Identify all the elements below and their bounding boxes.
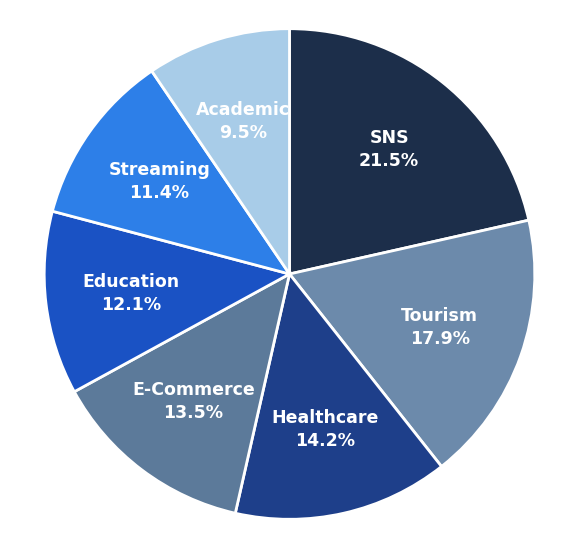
- Wedge shape: [235, 274, 442, 520]
- Text: Tourism
17.9%: Tourism 17.9%: [401, 307, 478, 347]
- Text: Academic
9.5%: Academic 9.5%: [196, 101, 290, 142]
- Text: Streaming
11.4%: Streaming 11.4%: [108, 161, 210, 202]
- Wedge shape: [290, 28, 529, 274]
- Wedge shape: [44, 211, 290, 392]
- Wedge shape: [290, 220, 535, 466]
- Wedge shape: [152, 28, 290, 274]
- Text: Healthcare
14.2%: Healthcare 14.2%: [271, 409, 379, 450]
- Text: E-Commerce
13.5%: E-Commerce 13.5%: [132, 381, 255, 422]
- Text: SNS
21.5%: SNS 21.5%: [359, 129, 419, 170]
- Text: Education
12.1%: Education 12.1%: [83, 273, 180, 313]
- Wedge shape: [52, 71, 290, 274]
- Wedge shape: [74, 274, 290, 513]
